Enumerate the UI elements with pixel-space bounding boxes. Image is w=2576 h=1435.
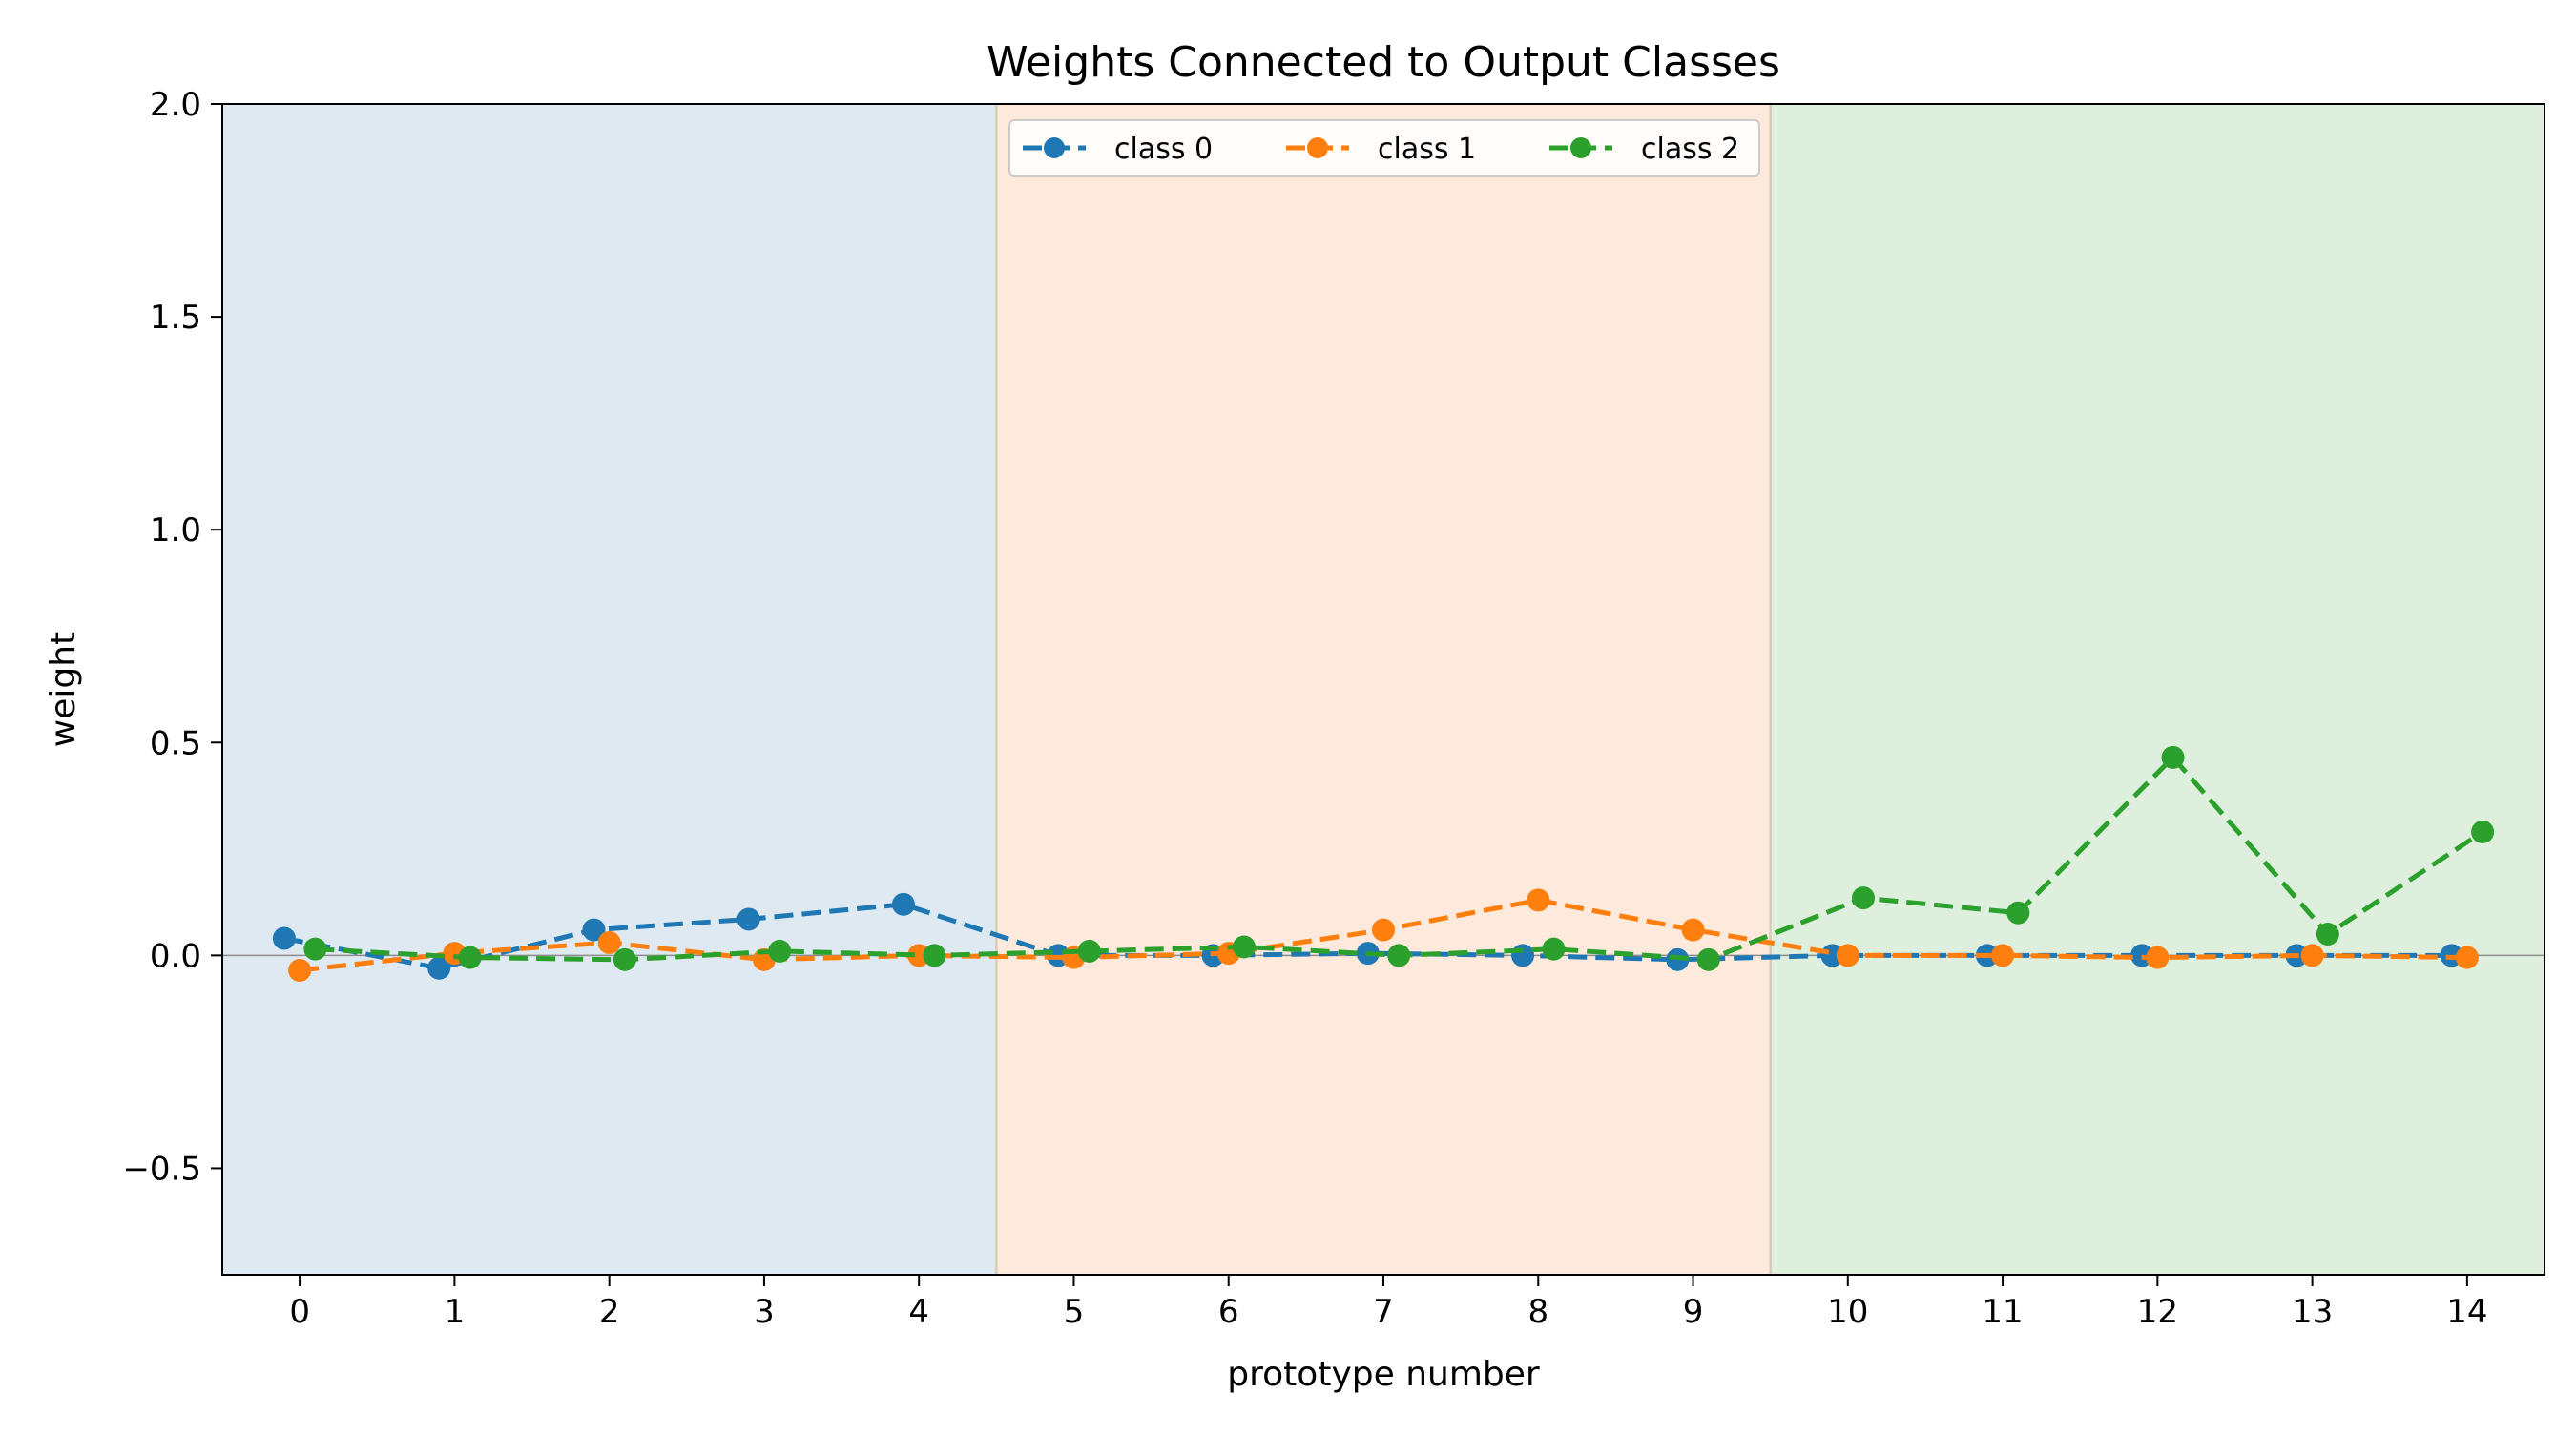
y-axis-ticks: −0.5 0.0 0.5 1.0 1.5 2.0 (122, 86, 222, 1188)
data-point-s2-14 (2471, 820, 2495, 843)
legend-marker-1 (1307, 137, 1328, 158)
data-point-s2-3 (768, 939, 792, 963)
data-point-s1-7 (1372, 918, 1395, 942)
data-point-s2-8 (1542, 937, 1566, 961)
data-point-s1-11 (1991, 944, 2015, 967)
data-point-s2-11 (2006, 901, 2030, 925)
y-axis-label: weight (44, 632, 83, 747)
y-tick-label: 0.5 (150, 724, 201, 762)
x-tick-label: 7 (1373, 1293, 1394, 1331)
data-point-s1-8 (1527, 888, 1550, 912)
data-point-s2-9 (1696, 947, 1720, 971)
data-point-s0-0 (272, 926, 296, 950)
x-tick-label: 12 (2137, 1293, 2178, 1331)
x-axis-label: prototype number (1227, 1355, 1540, 1394)
x-tick-label: 1 (445, 1293, 466, 1331)
x-tick-label: 8 (1527, 1293, 1548, 1331)
data-point-s2-2 (613, 947, 636, 971)
legend-box (1008, 119, 1760, 177)
series-layer (272, 745, 2495, 982)
legend-label-0: class 0 (1114, 133, 1213, 166)
region-band-0 (222, 104, 997, 1275)
x-tick-label: 4 (908, 1293, 929, 1331)
data-point-s2-12 (2161, 745, 2185, 769)
x-tick-label: 2 (599, 1293, 620, 1331)
data-point-s1-2 (597, 930, 621, 954)
data-point-s1-12 (2146, 946, 2170, 969)
data-point-s0-4 (891, 892, 915, 916)
region-band-1 (996, 104, 1771, 1275)
data-point-s2-10 (1852, 886, 1876, 910)
x-tick-label: 0 (289, 1293, 310, 1331)
x-tick-label: 9 (1683, 1293, 1704, 1331)
data-point-s1-10 (1836, 944, 1859, 967)
data-point-s1-0 (288, 958, 312, 982)
data-point-s2-5 (1077, 939, 1101, 963)
data-point-s2-0 (303, 937, 327, 961)
data-point-s0-1 (427, 956, 451, 980)
y-tick-label: 1.5 (150, 299, 201, 337)
legend: class 0 class 1 class 2 (1008, 119, 1760, 177)
data-point-s0-8 (1511, 944, 1535, 967)
data-point-s2-4 (923, 944, 946, 967)
series-2 (303, 745, 2495, 971)
y-tick-label: 1.0 (150, 511, 201, 550)
data-point-s1-14 (2455, 946, 2479, 969)
legend-label-1: class 1 (1378, 133, 1476, 166)
legend-entry-1: class 1 (1286, 133, 1476, 166)
legend-marker-0 (1044, 137, 1065, 158)
x-tick-label: 11 (1982, 1293, 2023, 1331)
legend-label-2: class 2 (1641, 133, 1739, 166)
data-point-s1-13 (2300, 944, 2324, 967)
data-point-s2-13 (2316, 923, 2339, 946)
y-tick-label: −0.5 (122, 1150, 201, 1188)
data-point-s1-9 (1681, 918, 1705, 942)
legend-marker-2 (1570, 137, 1591, 158)
x-tick-label: 5 (1064, 1293, 1085, 1331)
legend-entry-2: class 2 (1549, 133, 1739, 166)
y-tick-label: 2.0 (150, 86, 201, 124)
legend-entry-0: class 0 (1023, 133, 1213, 166)
x-tick-label: 10 (1827, 1293, 1868, 1331)
data-point-s2-1 (458, 946, 482, 969)
x-tick-label: 6 (1218, 1293, 1239, 1331)
chart-title: Weights Connected to Output Classes (987, 38, 1780, 87)
x-tick-label: 13 (2292, 1293, 2333, 1331)
x-axis-ticks: 0 1 2 3 4 5 6 7 8 9 10 11 12 13 14 (289, 1275, 2487, 1331)
region-band-2 (1770, 104, 2545, 1275)
data-point-s0-3 (737, 907, 760, 931)
series-line-0 (283, 902, 2452, 971)
y-tick-label: 0.0 (150, 937, 201, 975)
data-point-s0-2 (582, 918, 606, 942)
x-tick-label: 14 (2446, 1293, 2487, 1331)
data-point-s2-6 (1232, 935, 1256, 959)
x-tick-label: 3 (754, 1293, 775, 1331)
data-point-s2-7 (1387, 944, 1411, 967)
background-regions (222, 104, 2545, 1275)
